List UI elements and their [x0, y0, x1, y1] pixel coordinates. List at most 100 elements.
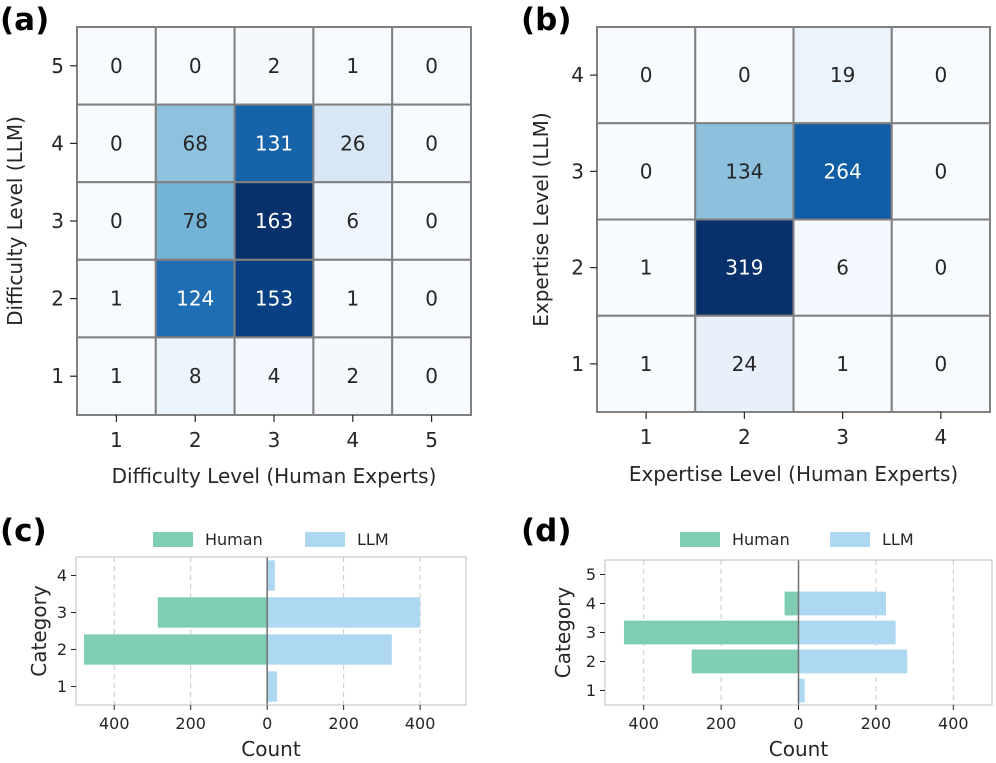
x-tick-label: 200 [706, 714, 737, 733]
y-tick-label: 1 [57, 677, 67, 696]
cell-value-label: 0 [935, 159, 948, 183]
x-axis-title: Expertise Level (Human Experts) [629, 462, 958, 486]
heatmap-cell [596, 314, 697, 413]
y-tick-label: 3 [51, 209, 64, 233]
y-tick-label: 5 [51, 54, 64, 78]
bar-panel-c: (c) 400 200 0 200 400 1 2 3 4 Count Category Human LL… [0, 513, 467, 761]
y-tick-label: 5 [586, 565, 596, 584]
bar-human [157, 597, 268, 628]
cell-value-label: 4 [268, 364, 281, 388]
cell-value-label: 1 [346, 54, 359, 78]
legend-swatch-llm [305, 532, 345, 547]
bar-llm [267, 634, 392, 665]
cell-value-label: 6 [346, 209, 359, 233]
heatmap-cell [233, 103, 315, 184]
x-axis-title: Count [769, 737, 829, 761]
cell-value-label: 26 [340, 131, 365, 155]
x-tick-label: 400 [628, 714, 659, 733]
cell-value-label: 1 [110, 287, 123, 311]
x-tick-label: 1 [110, 428, 123, 452]
x-tick-label: 1 [640, 425, 653, 449]
heatmap-cell [792, 314, 893, 413]
heatmap-cell [233, 258, 315, 339]
x-tick-label: 200 [328, 714, 359, 733]
heatmap-cell [890, 26, 991, 125]
cell-value-label: 1 [110, 364, 123, 388]
y-tick-label: 2 [586, 652, 596, 671]
cell-value-label: 264 [824, 159, 862, 183]
bar-human [784, 591, 799, 616]
bar-llm [798, 678, 805, 703]
y-axis-title: Category [27, 585, 51, 677]
cell-value-label: 0 [425, 364, 438, 388]
heatmap-cell [596, 122, 697, 221]
y-tick-label: 4 [571, 63, 584, 87]
heatmap-panel-a: (a)0 0 2 1 00 68 131 26 00 78 163 6 01 124 153 1 01 8 4 2 01… [0, 2, 473, 488]
y-tick-label: 3 [586, 623, 596, 642]
cell-value-label: 0 [110, 209, 123, 233]
cell-value-label: 0 [425, 54, 438, 78]
x-tick-label: 200 [861, 714, 892, 733]
cell-value-label: 0 [189, 54, 202, 78]
y-tick-label: 1 [51, 364, 64, 388]
cell-value-label: 0 [935, 256, 948, 280]
panel-label: (a) [0, 2, 49, 38]
cell-value-label: 0 [738, 63, 751, 87]
heatmap-panel-b: (b) 0 0 19 0 0 134 264 0 1 319 6 0 1 24 1 0 1 2 3 4 4 3 2 1 Exper… [521, 2, 991, 486]
cell-value-label: 319 [725, 256, 763, 280]
heatmap-cell [154, 181, 236, 261]
plot-frame [75, 556, 467, 706]
heatmap-cell [890, 122, 991, 221]
y-axis-title: Category [551, 587, 575, 679]
panel-label: (b) [521, 2, 572, 38]
heatmap-cell [233, 336, 315, 416]
legend-swatch-llm [830, 532, 870, 547]
cell-value-label: 0 [110, 131, 123, 155]
y-tick-label: 4 [586, 594, 596, 613]
legend-label: LLM [357, 530, 389, 549]
heatmap-cell [312, 258, 394, 339]
cell-value-label: 19 [830, 63, 855, 87]
y-axis-title: Expertise Level (LLM) [529, 112, 553, 326]
x-tick-label: 5 [425, 428, 438, 452]
bar-llm [267, 560, 275, 591]
y-tick-label: 3 [57, 603, 67, 622]
x-tick-label: 2 [189, 428, 202, 452]
x-tick-label: 0 [262, 714, 272, 733]
cell-value-label: 0 [110, 54, 123, 78]
x-tick-label: 4 [935, 425, 948, 449]
cell-value-label: 124 [176, 287, 214, 311]
cell-value-label: 0 [425, 209, 438, 233]
cell-value-label: 6 [836, 256, 849, 280]
y-tick-label: 2 [51, 287, 64, 311]
bar-human [691, 649, 799, 674]
bar-panel-d: (d) 400 200 0 200 400 1 2 3 4 5 Count Category Human L… [521, 513, 993, 761]
cell-value-label: 78 [182, 209, 207, 233]
heatmap-cell [391, 258, 473, 339]
heatmap-cell [890, 218, 991, 317]
legend-label: Human [732, 530, 790, 549]
y-tick-label: 4 [51, 131, 64, 155]
cell-value-label: 0 [425, 131, 438, 155]
x-tick-label: 3 [836, 425, 849, 449]
cell-value-label: 2 [268, 54, 281, 78]
heatmap-cell [312, 181, 394, 261]
cell-value-label: 0 [640, 159, 653, 183]
x-tick-label: 400 [938, 714, 969, 733]
y-tick-label: 4 [57, 566, 67, 585]
heatmap-cell [76, 336, 157, 416]
heatmap-cell [694, 314, 795, 413]
y-tick-label: 3 [571, 159, 584, 183]
x-tick-label: 3 [268, 428, 281, 452]
bar-llm [267, 597, 421, 628]
x-tick-label: 2 [738, 425, 751, 449]
heatmap-cell [391, 103, 473, 184]
y-tick-label: 2 [571, 256, 584, 280]
legend-label: Human [205, 530, 263, 549]
panel-label: (d) [521, 513, 572, 549]
cell-value-label: 0 [425, 287, 438, 311]
legend-swatch-human [680, 532, 720, 547]
cell-value-label: 0 [935, 63, 948, 87]
heatmap-cell [694, 26, 795, 125]
